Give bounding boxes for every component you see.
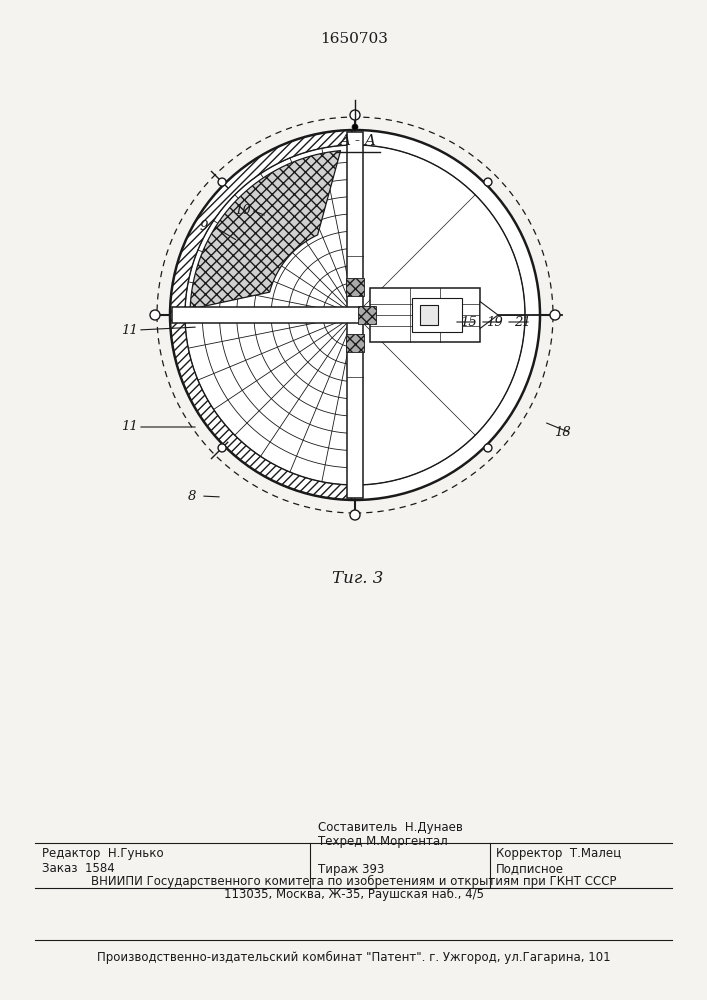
Text: Заказ  1584: Заказ 1584 bbox=[42, 862, 115, 876]
Text: Корректор  Т.Малец: Корректор Т.Малец bbox=[496, 848, 621, 860]
Bar bbox=[346, 334, 364, 352]
Circle shape bbox=[170, 130, 540, 500]
Text: Составитель  Н.Дунаев: Составитель Н.Дунаев bbox=[318, 820, 463, 834]
Polygon shape bbox=[480, 302, 498, 328]
Bar bbox=[412, 298, 462, 332]
Circle shape bbox=[350, 110, 360, 120]
Polygon shape bbox=[190, 151, 341, 309]
Text: Тираж 393: Тираж 393 bbox=[318, 862, 385, 876]
Text: 1650703: 1650703 bbox=[320, 32, 388, 46]
Text: 19: 19 bbox=[486, 316, 503, 328]
Text: A - A: A - A bbox=[339, 134, 376, 148]
Text: 11: 11 bbox=[121, 324, 137, 336]
Text: Подписное: Подписное bbox=[496, 862, 564, 876]
Circle shape bbox=[484, 178, 492, 186]
Text: 21: 21 bbox=[513, 316, 530, 328]
Text: 8: 8 bbox=[188, 489, 196, 502]
Bar bbox=[420, 305, 438, 325]
Bar bbox=[358, 306, 376, 324]
Circle shape bbox=[218, 178, 226, 186]
Text: 15: 15 bbox=[460, 316, 477, 328]
Wedge shape bbox=[355, 130, 540, 500]
Circle shape bbox=[218, 444, 226, 452]
Circle shape bbox=[550, 310, 560, 320]
Text: Редактор  Н.Гунько: Редактор Н.Гунько bbox=[42, 848, 163, 860]
Wedge shape bbox=[170, 130, 355, 500]
Circle shape bbox=[150, 310, 160, 320]
Circle shape bbox=[352, 124, 358, 130]
Text: 10: 10 bbox=[233, 204, 250, 217]
Text: 113035, Москва, Ж-35, Раушская наб., 4/5: 113035, Москва, Ж-35, Раушская наб., 4/5 bbox=[224, 887, 484, 901]
Text: Техред М.Моргентал: Техред М.Моргентал bbox=[318, 834, 448, 848]
Circle shape bbox=[350, 510, 360, 520]
Bar bbox=[370, 288, 480, 342]
Bar bbox=[172, 307, 405, 323]
Bar bbox=[346, 278, 364, 296]
Text: 18: 18 bbox=[554, 426, 571, 440]
Text: 9: 9 bbox=[200, 220, 208, 232]
Text: ВНИИПИ Государственного комитета по изобретениям и открытиям при ГКНТ СССР: ВНИИПИ Государственного комитета по изоб… bbox=[91, 874, 617, 888]
Text: 11: 11 bbox=[121, 420, 137, 434]
Circle shape bbox=[484, 444, 492, 452]
Bar bbox=[347, 132, 363, 498]
Text: Τиг. 3: Τиг. 3 bbox=[332, 570, 384, 587]
Text: Производственно-издательский комбинат "Патент". г. Ужгород, ул.Гагарина, 101: Производственно-издательский комбинат "П… bbox=[97, 950, 611, 964]
